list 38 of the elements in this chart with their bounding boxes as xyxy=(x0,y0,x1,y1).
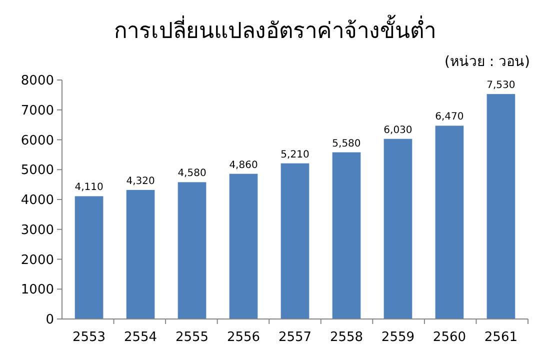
x-tick-label: 2556 xyxy=(226,330,260,345)
data-label: 4,320 xyxy=(126,176,155,187)
bar xyxy=(486,94,516,319)
y-tick-label: 1000 xyxy=(20,282,54,298)
bar xyxy=(229,174,258,319)
data-label: 6,470 xyxy=(435,112,464,123)
bar xyxy=(126,190,155,319)
y-tick-label: 2000 xyxy=(20,252,54,268)
bar xyxy=(178,182,206,319)
bar xyxy=(280,163,310,319)
data-label: 4,580 xyxy=(178,168,206,180)
text: (หน่วย : วอน) xyxy=(444,54,530,70)
bar xyxy=(332,152,361,319)
y-tick-label: 6000 xyxy=(20,133,54,148)
x-tick-label: 2558 xyxy=(330,330,364,345)
bar xyxy=(435,126,464,319)
bar xyxy=(74,196,104,319)
data-label: 5,210 xyxy=(280,149,310,160)
bar xyxy=(384,138,412,319)
x-tick-label: 2554 xyxy=(124,330,158,345)
y-tick-label: 4000 xyxy=(20,193,54,208)
y-tick-label: 5000 xyxy=(20,163,54,178)
x-tick-label: 2555 xyxy=(175,330,209,345)
x-tick-label: 2559 xyxy=(381,330,415,345)
y-tick-label: 0 xyxy=(46,312,54,328)
x-tick-label: 2561 xyxy=(484,330,518,345)
chart-title: การเปลี่ยนแปลงอัตราค่าจ้างขั้นต่ำ xyxy=(114,15,436,44)
data-label: 4,860 xyxy=(229,160,258,171)
data-label: 6,030 xyxy=(384,124,412,136)
x-tick-label: 2557 xyxy=(278,330,312,345)
y-tick-label: 8000 xyxy=(20,74,54,89)
x-tick-label: 2560 xyxy=(432,330,466,345)
y-tick-label: 3000 xyxy=(20,222,54,238)
data-label: 4,110 xyxy=(74,182,104,194)
y-tick-label: 7000 xyxy=(20,103,54,118)
x-tick-label: 2553 xyxy=(72,330,106,345)
data-label: 7,530 xyxy=(486,80,516,92)
data-label: 5,580 xyxy=(332,138,361,150)
